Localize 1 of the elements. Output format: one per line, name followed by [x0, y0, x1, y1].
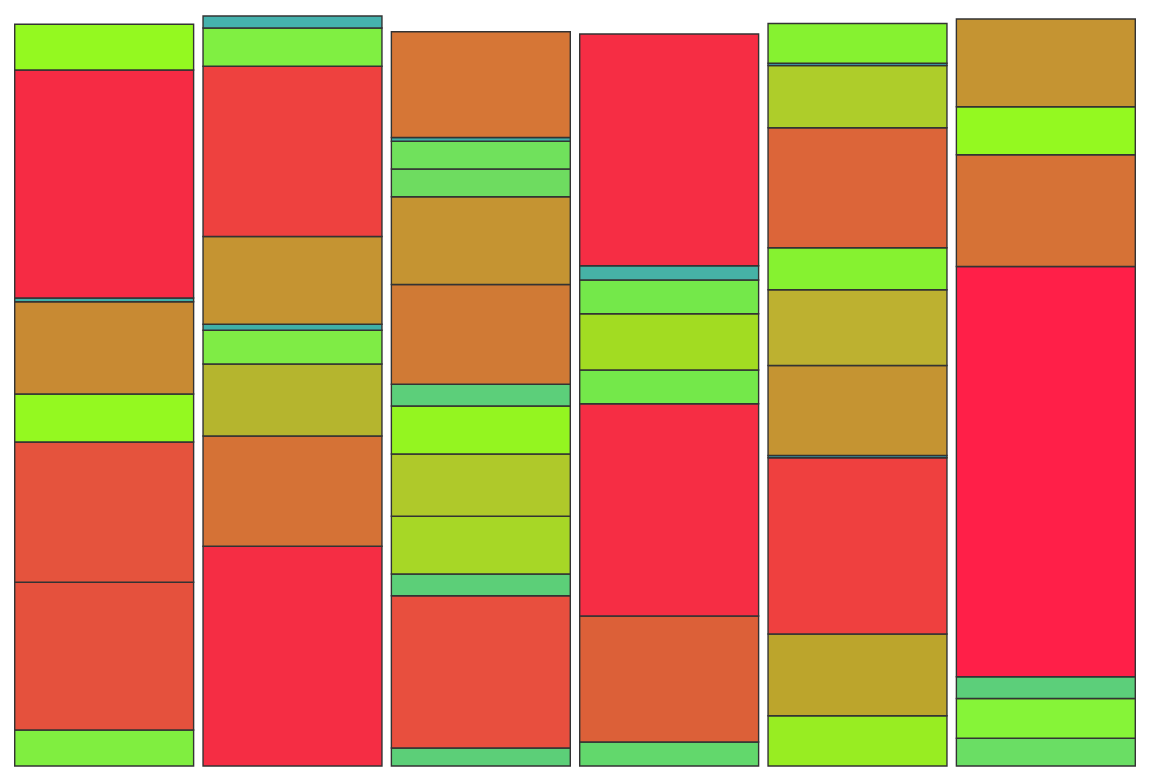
bar [390, 31, 571, 139]
